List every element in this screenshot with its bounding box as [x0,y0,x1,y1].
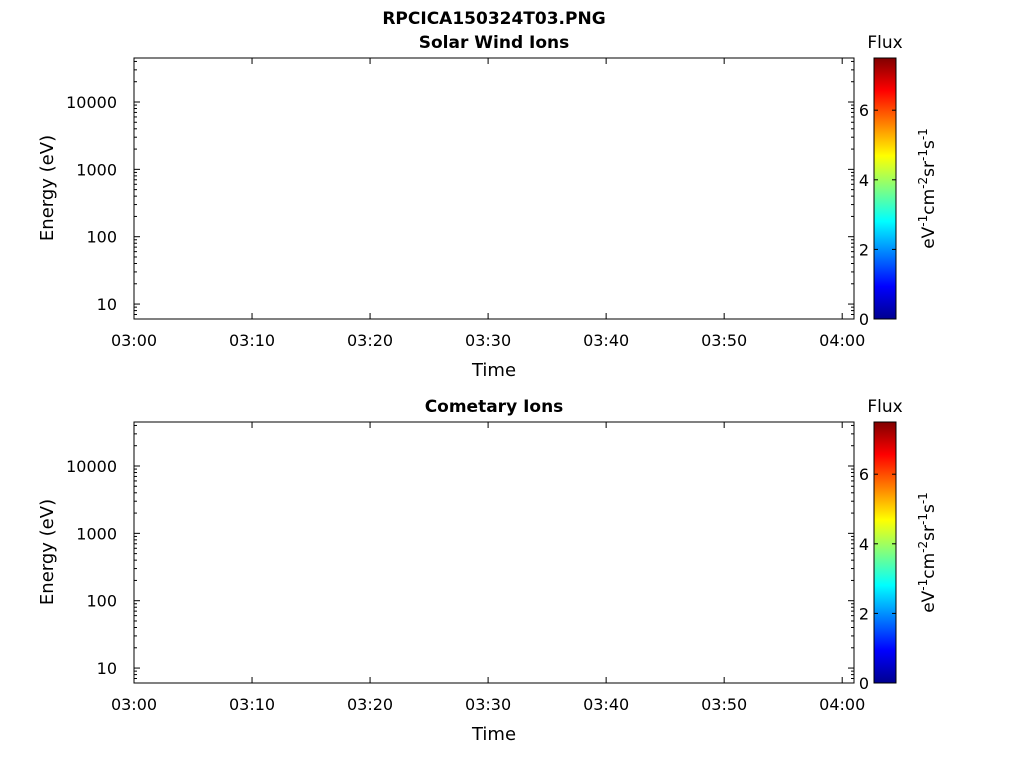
x-tick-label: 04:00 [819,695,865,714]
x-axis-label: Time [471,724,516,745]
x-axis-label: Time [471,360,516,381]
x-tick-label: 03:00 [111,695,157,714]
panel-cometary: Cometary Ions 03:00 03:10 03:20 03:30 03:40 0… [37,397,939,745]
y-tick-label: 100 [86,592,117,611]
colorbar-gradient [873,421,897,684]
y-tick-label: 1000 [76,160,117,179]
plot-frame [133,57,855,320]
colorbar-tick-label: 6 [859,465,869,484]
panel-solar-wind: Solar Wind Ions 03:00 03:10 03:20 03:30 03:4… [37,33,939,381]
colorbar-tick-label: 2 [859,240,869,259]
y-tick-label: 10 [97,295,117,314]
y-axis-label: Energy (eV) [37,499,58,605]
colorbar-tick-label: 2 [859,604,869,623]
colorbar-tick-label: 0 [859,310,869,329]
x-tick-label: 03:40 [583,331,629,350]
x-tick-label: 03:10 [229,331,275,350]
plot-frame [133,421,855,684]
y-tick-label: 10 [97,659,117,678]
x-tick-label: 03:20 [347,695,393,714]
x-tick-label: 03:30 [465,331,511,350]
x-tick-label: 03:50 [701,331,747,350]
y-tick-label: 1000 [76,524,117,543]
x-tick-label: 03:00 [111,331,157,350]
y-axis-label: Energy (eV) [37,135,58,241]
x-tick-label: 03:50 [701,695,747,714]
x-tick-label: 03:10 [229,695,275,714]
colorbar-label: eV-1cm-2sr-1s-1 [916,128,939,249]
y-tick-label: 100 [86,228,117,247]
figure-title: RPCICA150324T03.PNG [382,9,605,29]
y-tick-label: 10000 [66,93,117,112]
colorbar-tick-label: 6 [859,101,869,120]
panel-title: Cometary Ions [425,397,564,417]
x-tick-label: 03:40 [583,695,629,714]
colorbar: Flux 0 2 4 6 eV-1cm-2sr-1s-1 [859,397,939,693]
colorbar-gradient [873,57,897,320]
x-tick-label: 04:00 [819,331,865,350]
colorbar-tick-label: 4 [859,535,869,554]
axes: 03:00 03:10 03:20 03:30 03:40 03:50 04:00 10 100… [66,57,865,350]
y-tick-label: 10000 [66,457,117,476]
axes: 03:00 03:10 03:20 03:30 03:40 03:50 04:00 10 100… [66,421,865,714]
colorbar-tick-label: 0 [859,674,869,693]
colorbar: Flux 0 2 4 6 eV-1cm-2sr-1s-1 [859,33,939,329]
x-tick-label: 03:20 [347,331,393,350]
panel-title: Solar Wind Ions [419,33,570,53]
colorbar-label: eV-1cm-2sr-1s-1 [916,492,939,613]
colorbar-tick-label: 4 [859,171,869,190]
x-tick-label: 03:30 [465,695,511,714]
colorbar-title: Flux [867,397,902,417]
colorbar-title: Flux [867,33,902,53]
